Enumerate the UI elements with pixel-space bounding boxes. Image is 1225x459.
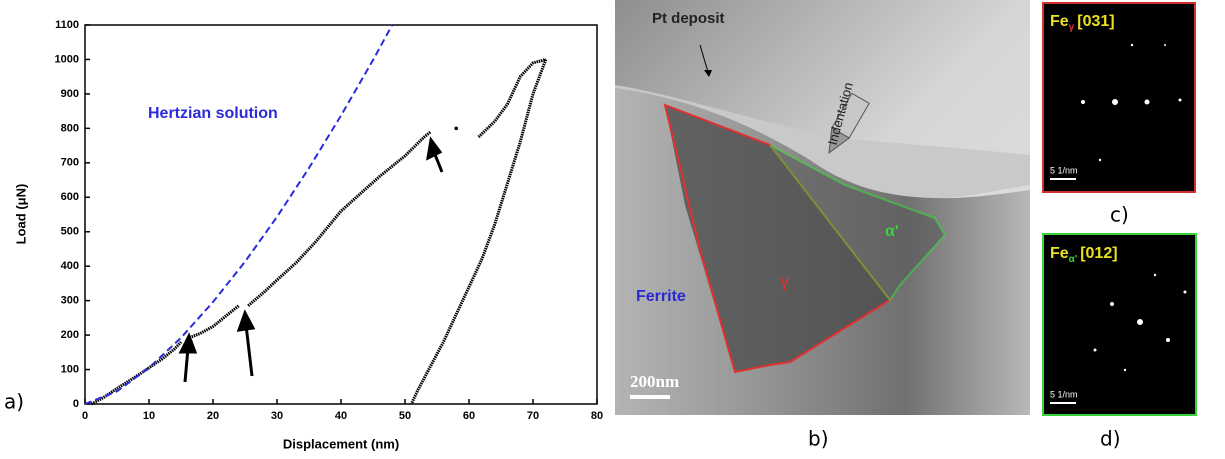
x-tick-label: 80 xyxy=(591,410,603,422)
x-axis-label: Displacement (nm) xyxy=(283,436,399,451)
tem-image: Pt deposit Indentation Ferrite γ α' 200n… xyxy=(615,0,1030,415)
series-line xyxy=(477,58,547,139)
pattern-title: Feα' [012] xyxy=(1050,245,1118,264)
x-tick-label: 0 xyxy=(82,410,88,422)
pattern-title: Feγ [031] xyxy=(1050,13,1115,32)
y-tick-label: 800 xyxy=(61,122,79,134)
y-tick-label: 600 xyxy=(61,191,79,203)
tem-label: γ xyxy=(780,271,789,291)
series-line xyxy=(247,130,432,307)
series-line xyxy=(90,340,183,406)
series-annotation: Hertzian solution xyxy=(148,105,278,122)
zone: [012] xyxy=(1080,245,1117,262)
diffraction-d: Feα' [012] 5 1/nm xyxy=(1042,233,1197,416)
tem-label: Pt deposit xyxy=(652,10,725,27)
tem-scale: 200nm xyxy=(630,372,679,391)
y-tick-label: 1000 xyxy=(55,53,79,65)
phase: α' xyxy=(1069,254,1078,265)
series-line xyxy=(84,24,394,405)
phase: γ xyxy=(1069,22,1075,33)
zone: [031] xyxy=(1077,13,1114,30)
x-tick-label: 60 xyxy=(463,410,475,422)
y-tick-label: 1100 xyxy=(55,19,79,31)
diffraction-c: Feγ [031] 5 1/nm xyxy=(1042,2,1196,193)
series-line xyxy=(410,58,548,405)
y-tick-label: 400 xyxy=(61,260,79,272)
y-tick-label: 100 xyxy=(61,363,79,375)
x-tick-label: 70 xyxy=(527,410,539,422)
y-tick-label: 500 xyxy=(61,226,79,238)
panel-label: a) xyxy=(4,390,24,414)
data-point xyxy=(454,126,459,131)
x-tick-label: 10 xyxy=(143,410,155,422)
element: Fe xyxy=(1050,245,1069,262)
tem-label: α' xyxy=(885,223,899,240)
y-tick-label: 900 xyxy=(61,88,79,100)
y-tick-label: 200 xyxy=(61,329,79,341)
x-tick-label: 50 xyxy=(399,410,411,422)
pop-in-arrows xyxy=(178,136,444,383)
y-tick-label: 700 xyxy=(61,157,79,169)
x-tick-label: 40 xyxy=(335,410,347,422)
panel-label: b) xyxy=(808,427,829,451)
pattern-scale: 5 1/nm xyxy=(1050,389,1078,399)
y-axis-label: Load (μN) xyxy=(13,184,28,245)
panel-label: c) xyxy=(1110,203,1129,227)
element: Fe xyxy=(1050,13,1069,30)
x-tick-label: 20 xyxy=(207,410,219,422)
x-tick-label: 30 xyxy=(271,410,283,422)
plot-frame xyxy=(84,24,598,405)
tem-label: Ferrite xyxy=(636,288,686,305)
y-tick-label: 0 xyxy=(73,398,79,410)
panel-label: d) xyxy=(1100,427,1121,451)
y-tick-label: 300 xyxy=(61,295,79,307)
series-line xyxy=(186,304,240,340)
pattern-scale: 5 1/nm xyxy=(1050,165,1078,175)
